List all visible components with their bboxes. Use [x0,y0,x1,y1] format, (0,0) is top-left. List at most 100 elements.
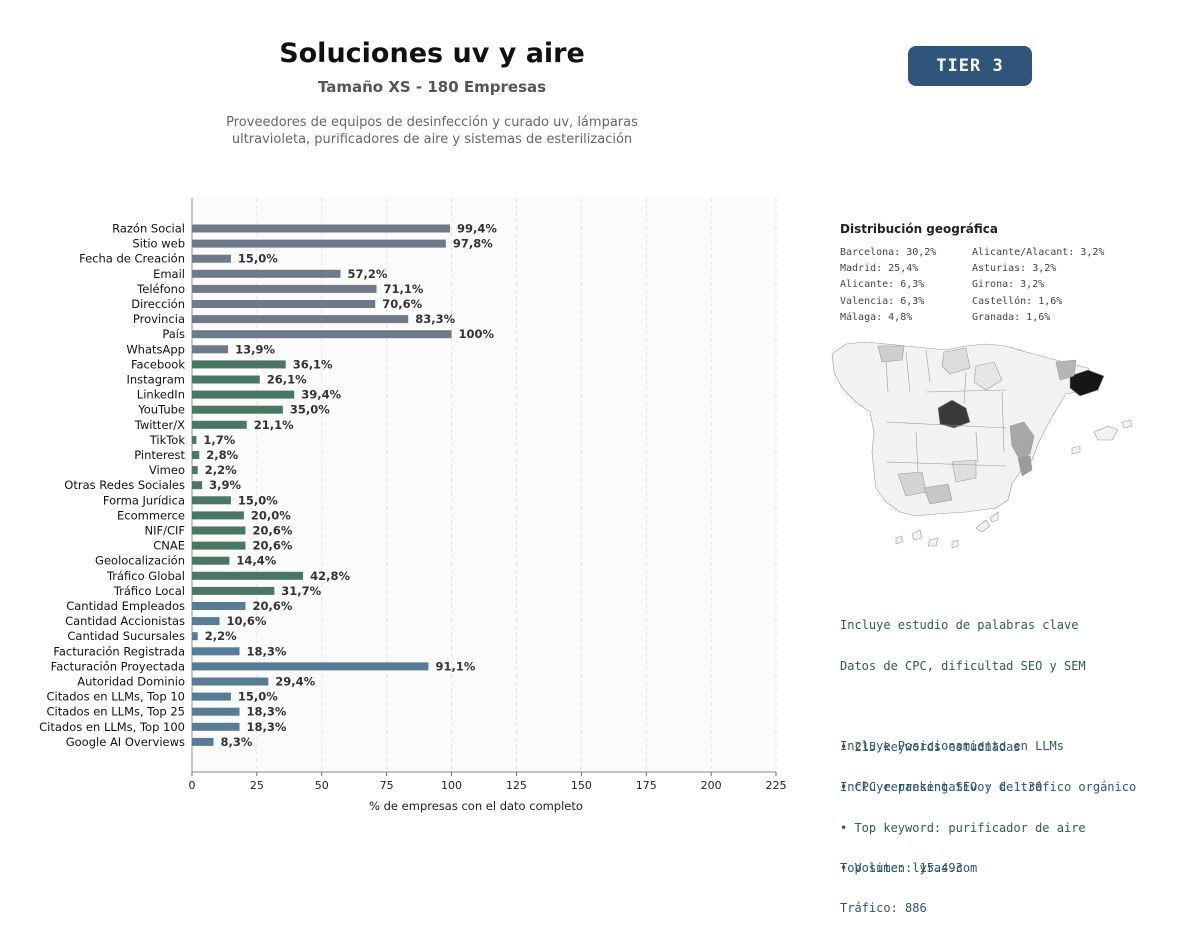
keywords-line-1: Incluye estudio de palabras clave [840,618,1079,632]
x-tick-label: 150 [571,779,592,792]
x-tick-label: 175 [636,779,657,792]
value-label: 57,2% [347,267,387,281]
bar [192,435,197,444]
category-label: CNAE [153,539,185,553]
llm-panel: Incluye Posicionamiento en LLMs Incluye … [840,713,1136,929]
map-region [877,345,905,363]
x-tick-label: 200 [701,779,722,792]
geo-title: Distribución geográfica [840,222,998,236]
llm-line-2: Incluye ranking SEO y de tráfico orgánic… [840,779,1137,794]
bar [192,571,304,580]
bar [192,254,231,263]
value-label: 26,1% [267,373,307,387]
category-label: Sitio web [132,237,185,251]
map-island [911,529,923,541]
keywords-bullet: • CPC representativo: € 1.30 [840,780,1043,794]
geo-item: Valencia: 6,3% [840,295,925,307]
value-label: 29,4% [275,675,315,689]
x-tick-label: 0 [189,779,196,792]
category-label: Otras Redes Sociales [64,478,185,492]
value-label: 18,3% [246,705,286,719]
x-tick-label: 100 [441,779,462,792]
map-region [923,483,953,505]
bar [192,345,229,354]
map-island [1121,419,1133,429]
description-line-1: Proveedores de equipos de desinfección y… [226,115,638,130]
category-label: Facebook [131,357,185,371]
x-tick-label: 50 [315,779,329,792]
value-label: 2,2% [205,629,237,643]
value-label: 18,3% [246,720,286,734]
category-label: Autoridad Dominio [77,675,185,689]
keywords-bullet: • Volumen: 15.493 [840,861,963,875]
value-label: 70,6% [382,297,422,311]
value-label: 71,1% [384,282,424,296]
map-island [975,519,991,533]
x-tick-label: 75 [380,779,394,792]
value-label: 2,2% [205,463,237,477]
category-label: Dirección [131,297,185,311]
geo-item: Málaga: 4,8% [840,311,913,323]
category-label: Tráfico Global [106,569,185,583]
category-label: Citados en LLMs, Top 100 [39,720,185,734]
page-description: Proveedores de equipos de desinfección y… [182,114,682,148]
value-label: 20,6% [252,599,292,613]
category-label: Vimeo [149,463,185,477]
geo-item: Alicante: 6,3% [840,279,925,291]
geo-item: Alicante/Alacant: 3,2% [972,247,1105,258]
map-island [895,535,903,545]
geo-item: Barcelona: 30,2% [840,247,937,258]
geo-item: Madrid: 25,4% [840,263,919,275]
bar [192,632,198,641]
map-region [831,341,1097,517]
value-label: 3,9% [209,478,241,492]
category-label: Citados en LLMs, Top 10 [46,690,185,704]
tier-badge: TIER 3 [908,46,1032,86]
bar [192,390,295,399]
category-label: Instagram [126,373,185,387]
keywords-bullet: • 215 keywords estudiadas [840,739,1021,754]
x-tick-label: 125 [506,779,527,792]
bar [192,466,198,475]
bar [192,586,275,595]
geo-item: Castellón: 1,6% [972,295,1063,307]
map-region [951,459,977,483]
value-label: 18,3% [246,644,286,658]
category-label: Fecha de Creación [79,252,185,266]
value-label: 15,0% [238,690,278,704]
map-region [1069,369,1105,397]
map-island [1071,445,1081,455]
bar [192,269,341,278]
bar [192,526,246,535]
map-region [941,347,971,375]
bar [192,556,230,565]
bar [192,360,286,369]
geo-item: Granada: 1,6% [972,311,1051,323]
value-label: 100% [459,327,495,341]
value-label: 13,9% [235,342,275,356]
bar [192,511,244,520]
value-label: 42,8% [310,569,350,583]
bar [192,707,240,716]
category-label: Facturación Proyectada [51,659,185,673]
category-label: Email [153,267,185,281]
bar [192,481,203,490]
bar [192,420,247,429]
bar [192,677,269,686]
map-region [1017,455,1033,477]
category-label: País [162,327,185,341]
page-title: Soluciones uv y aire [279,38,585,69]
value-label: 97,8% [453,237,493,251]
map-region [1055,359,1077,381]
category-label: Ecommerce [117,508,185,522]
value-label: 36,1% [293,357,333,371]
category-label: Cantidad Empleados [66,599,185,613]
category-label: Cantidad Accionistas [65,614,185,628]
category-label: Razón Social [112,222,185,236]
category-label: Tráfico Local [113,584,185,598]
value-label: 20,0% [251,508,291,522]
geo-item: Asturias: 3,2% [972,263,1057,275]
bar [192,496,231,505]
value-label: 14,4% [236,554,276,568]
value-label: 99,4% [457,222,497,236]
